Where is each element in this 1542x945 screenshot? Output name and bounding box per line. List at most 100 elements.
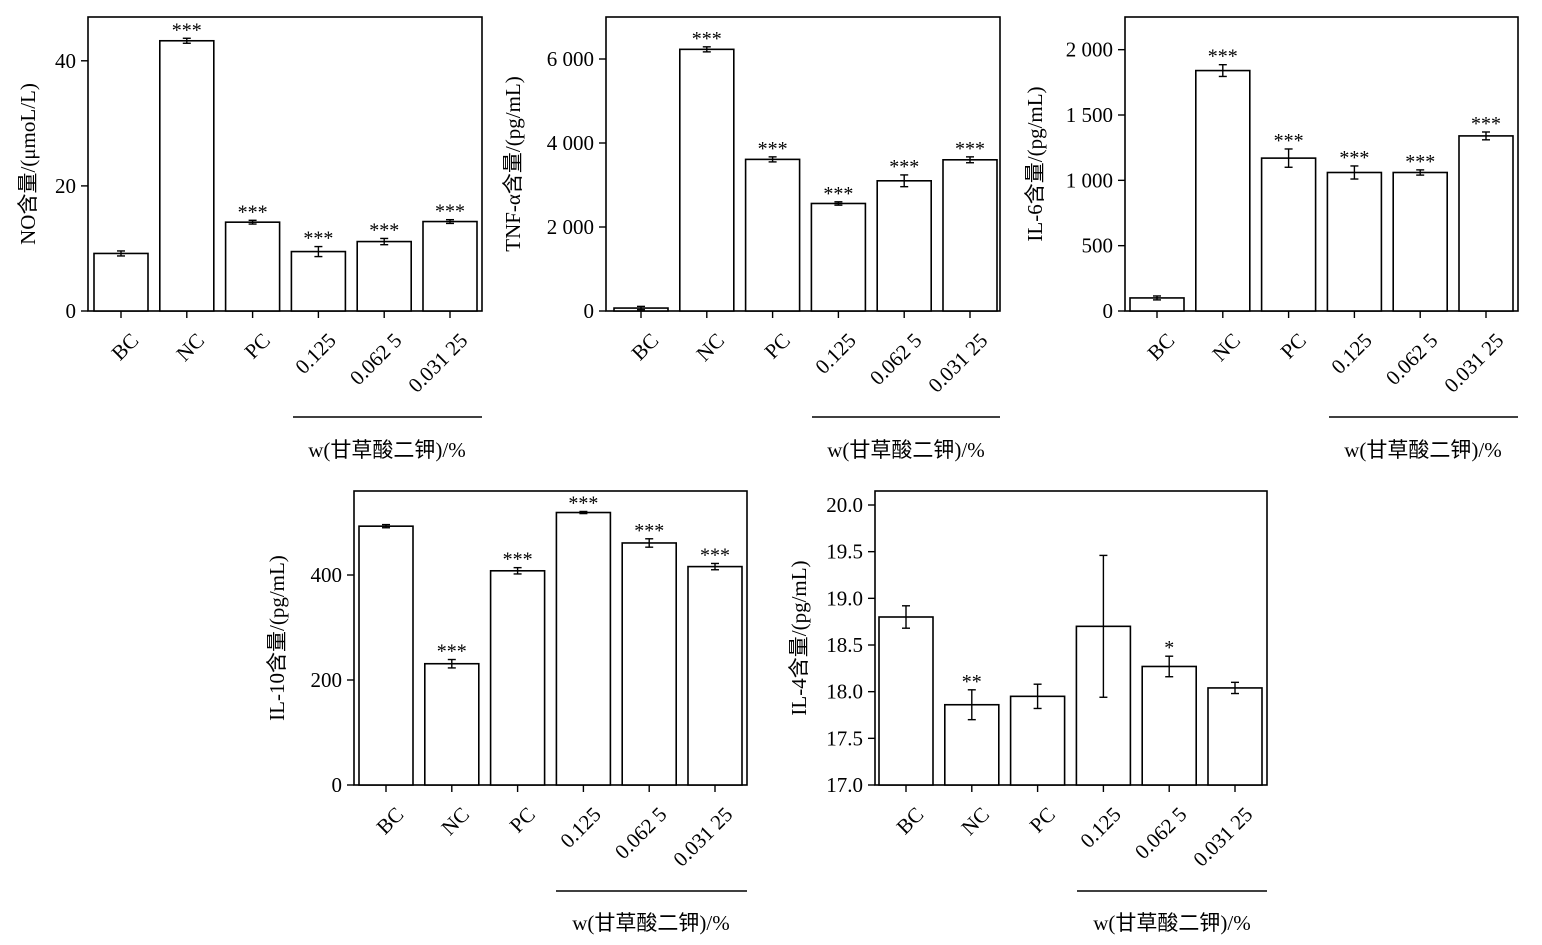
x-tick-label: PC — [760, 328, 795, 363]
x-tick-label: 0.125 — [810, 328, 860, 378]
significance-label: *** — [369, 219, 399, 241]
significance-label: *** — [1208, 46, 1238, 68]
bar — [878, 616, 934, 786]
y-tick-label: 20.0 — [826, 493, 863, 517]
x-tick-label: 0.031 25 — [923, 328, 992, 397]
group-label: w(甘草酸二钾)/% — [572, 911, 729, 935]
plot-frame — [1124, 16, 1519, 312]
y-axis-label: IL-6含量/(pg/mL) — [1023, 86, 1047, 241]
bar — [621, 542, 678, 786]
bar — [1260, 157, 1317, 312]
x-tick-label: 0.031 25 — [1188, 802, 1257, 871]
significance-label: *** — [758, 138, 788, 160]
bar — [876, 180, 933, 312]
group-label: w(甘草酸二钾)/% — [308, 438, 465, 462]
significance-label: *** — [435, 201, 465, 223]
significance-label: *** — [1405, 151, 1435, 173]
y-tick-label: 20 — [55, 174, 76, 198]
bar — [744, 158, 801, 312]
x-tick-label: BC — [1143, 328, 1180, 365]
significance-label: *** — [1471, 113, 1501, 135]
bar — [93, 252, 149, 312]
y-axis-label: IL-10含量/(pg/mL) — [265, 555, 289, 721]
chart-panel-1: 0 20 40 NO含量/(μmoL/L) BC *** NC *** PC *** 0.125 **… — [16, 16, 483, 462]
x-tick-label: NC — [436, 802, 474, 840]
x-tick-label: 0.125 — [290, 328, 340, 378]
group-label: w(甘草酸二钾)/% — [1093, 911, 1250, 935]
bar — [555, 511, 612, 786]
significance-label: *** — [700, 544, 730, 566]
y-tick-label: 0 — [66, 299, 77, 323]
y-tick-label: 40 — [55, 49, 76, 73]
significance-label: *** — [172, 19, 202, 41]
y-tick-label: 18.0 — [826, 680, 863, 704]
x-tick-label: BC — [627, 328, 664, 365]
x-tick-label: PC — [240, 328, 275, 363]
y-tick-label: 17.0 — [826, 773, 863, 797]
y-tick-label: 19.5 — [826, 540, 863, 564]
bar — [1458, 135, 1514, 312]
x-tick-label: NC — [171, 328, 209, 366]
y-tick-label: 0 — [1103, 299, 1114, 323]
significance-label: *** — [1339, 147, 1369, 169]
significance-label: *** — [823, 183, 853, 205]
plot-frame — [605, 16, 1001, 312]
y-tick-label: 0 — [332, 773, 343, 797]
x-tick-label: 0.125 — [1326, 328, 1376, 378]
bar — [942, 159, 998, 312]
x-tick-label: 0.062 5 — [865, 328, 927, 390]
significance-label: *** — [238, 201, 268, 223]
bar — [1207, 687, 1263, 786]
bar — [1141, 665, 1197, 786]
x-tick-label: 0.125 — [1075, 802, 1125, 852]
bar — [422, 220, 478, 312]
bar — [358, 525, 414, 786]
bar — [356, 240, 413, 312]
significance-label: *** — [692, 28, 722, 50]
y-tick-label: 200 — [311, 668, 343, 692]
significance-label: *** — [955, 138, 985, 160]
y-tick-label: 4 000 — [547, 131, 594, 155]
chart-panel-3: 0 500 1 000 1 500 2 000 IL-6含量/(pg/mL) BC *** NC… — [1023, 16, 1519, 462]
group-label: w(甘草酸二钾)/% — [827, 438, 984, 462]
plot-frame — [87, 16, 483, 312]
x-tick-label: 0.062 5 — [610, 802, 672, 864]
x-tick-label: BC — [892, 802, 929, 839]
x-tick-label: NC — [956, 802, 994, 840]
significance-label: ** — [962, 671, 982, 693]
significance-label: *** — [503, 549, 533, 571]
y-tick-label: 2 000 — [1066, 38, 1113, 62]
bar — [489, 569, 546, 786]
chart-panel-2: 0 2 000 4 000 6 000 TNF-α含量/(pg/mL) BC *** NC **… — [501, 16, 1001, 462]
bar — [224, 221, 281, 312]
y-tick-label: 1 000 — [1066, 168, 1113, 192]
x-tick-label: 0.125 — [555, 802, 605, 852]
y-tick-label: 19.0 — [826, 586, 863, 610]
significance-label: *** — [303, 228, 333, 250]
x-tick-label: 0.031 25 — [403, 328, 472, 397]
y-tick-label: 18.5 — [826, 633, 863, 657]
x-tick-label: PC — [1025, 802, 1060, 837]
plot-frame — [874, 490, 1268, 786]
significance-label: *** — [634, 520, 664, 542]
x-tick-label: 0.062 5 — [1381, 328, 1443, 390]
x-tick-label: 0.062 5 — [1130, 802, 1192, 864]
x-tick-label: NC — [1207, 328, 1245, 366]
x-tick-label: BC — [107, 328, 144, 365]
plot-frame — [353, 490, 748, 786]
bar — [1195, 69, 1251, 312]
y-tick-label: 400 — [311, 563, 343, 587]
bar — [687, 565, 743, 786]
significance-label: *** — [568, 492, 598, 514]
x-tick-label: 0.031 25 — [1439, 328, 1508, 397]
y-tick-label: 500 — [1082, 234, 1114, 258]
significance-label: * — [1164, 637, 1174, 659]
x-tick-label: 0.062 5 — [345, 328, 407, 390]
significance-label: *** — [1274, 130, 1304, 152]
y-axis-label: IL-4含量/(pg/mL) — [787, 560, 811, 715]
bar — [810, 202, 867, 312]
bar — [1326, 171, 1383, 312]
group-label: w(甘草酸二钾)/% — [1344, 438, 1501, 462]
